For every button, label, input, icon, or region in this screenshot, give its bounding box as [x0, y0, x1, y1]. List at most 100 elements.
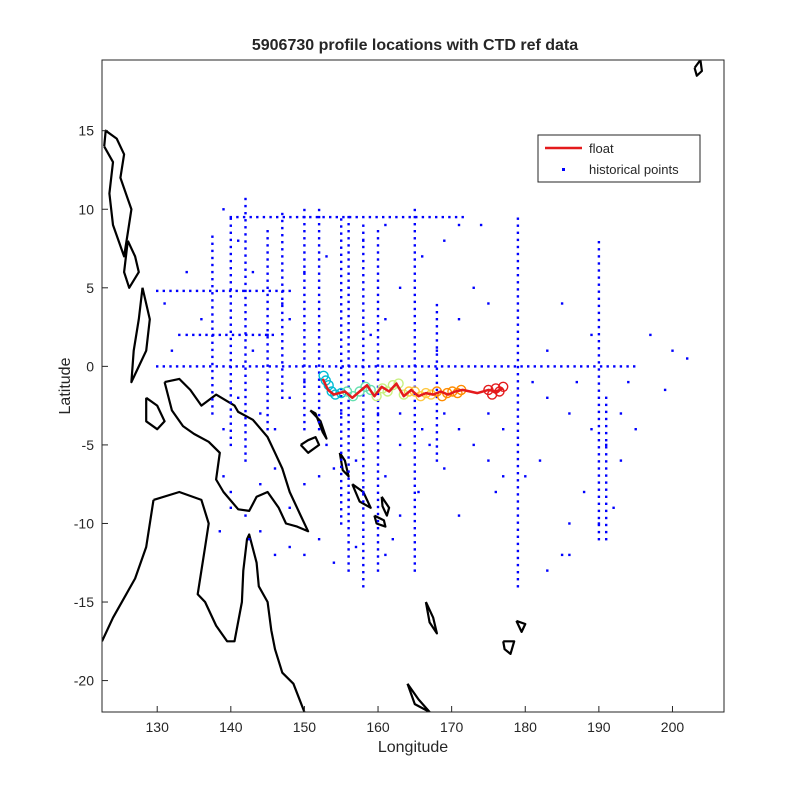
historical-point — [340, 430, 343, 433]
historical-point — [531, 380, 534, 384]
historical-point — [634, 428, 637, 431]
historical-point — [435, 332, 439, 335]
historical-point — [516, 500, 520, 503]
historical-point — [605, 467, 608, 470]
historical-point — [347, 279, 350, 282]
historical-point — [317, 538, 321, 541]
legend-historical-swatch — [562, 168, 565, 171]
historical-point — [303, 399, 306, 403]
historical-point — [597, 488, 601, 491]
historical-point — [303, 350, 306, 353]
historical-point — [597, 389, 601, 392]
historical-point — [317, 392, 321, 396]
historical-point — [516, 514, 520, 517]
historical-point — [281, 241, 284, 244]
historical-point — [376, 230, 380, 233]
historical-point — [413, 569, 416, 572]
historical-point — [340, 451, 343, 454]
historical-point — [175, 365, 179, 368]
historical-point — [487, 365, 490, 368]
historical-point — [597, 241, 601, 244]
historical-point — [413, 265, 416, 268]
coastline — [309, 409, 328, 440]
historical-point — [340, 458, 343, 461]
historical-point — [229, 245, 232, 249]
legend: float historical points — [537, 134, 701, 183]
historical-point — [376, 442, 380, 445]
historical-point — [229, 288, 232, 291]
historical-point — [218, 530, 221, 533]
y-tick-label: 0 — [86, 358, 94, 374]
historical-point — [516, 267, 520, 270]
coastline — [693, 60, 704, 77]
historical-point — [317, 272, 321, 275]
historical-point — [413, 329, 416, 332]
historical-point — [362, 215, 365, 219]
historical-point — [266, 286, 269, 289]
historical-point — [281, 304, 284, 308]
historical-point — [362, 351, 365, 355]
historical-point — [493, 365, 497, 368]
historical-point — [303, 428, 306, 431]
historical-point — [244, 424, 247, 427]
historical-point — [212, 333, 215, 337]
historical-point — [605, 502, 608, 505]
historical-point — [317, 244, 321, 247]
historical-point — [560, 302, 564, 305]
historical-point — [340, 380, 343, 384]
historical-point — [443, 239, 446, 242]
historical-point — [516, 429, 520, 432]
historical-point — [605, 424, 608, 428]
historical-point — [435, 311, 439, 314]
historical-point — [597, 368, 601, 371]
historical-point — [303, 483, 306, 486]
historical-point — [266, 244, 269, 247]
historical-point — [619, 412, 623, 415]
historical-point — [303, 307, 306, 311]
historical-point — [362, 450, 365, 454]
historical-point — [211, 249, 214, 253]
historical-point — [538, 459, 542, 462]
historical-point — [516, 252, 520, 256]
historical-point — [413, 519, 416, 523]
historical-point — [266, 428, 269, 431]
historical-point — [516, 479, 520, 482]
historical-point — [435, 360, 439, 363]
historical-point — [516, 281, 520, 284]
historical-point — [597, 453, 601, 456]
historical-point — [597, 467, 601, 470]
historical-point — [266, 333, 269, 337]
historical-point — [597, 439, 601, 442]
historical-point — [202, 365, 205, 368]
historical-point — [189, 365, 192, 368]
historical-point — [487, 412, 490, 415]
historical-point — [317, 258, 321, 261]
historical-point — [421, 365, 424, 368]
historical-point — [262, 215, 266, 219]
historical-point — [376, 300, 380, 304]
historical-point — [597, 262, 601, 265]
historical-point — [251, 349, 255, 352]
historical-point — [209, 289, 212, 293]
historical-point — [303, 300, 306, 304]
historical-point — [244, 254, 247, 257]
historical-point — [340, 409, 343, 412]
axes-box — [101, 59, 725, 713]
historical-point — [597, 361, 601, 364]
historical-point — [340, 289, 343, 292]
historical-point — [211, 362, 214, 366]
historical-point — [457, 223, 461, 227]
historical-point — [516, 472, 520, 475]
historical-point — [303, 314, 306, 318]
historical-point — [597, 410, 601, 414]
historical-point — [413, 279, 416, 282]
historical-point — [303, 378, 306, 381]
historical-point — [347, 477, 350, 480]
historical-point — [413, 463, 416, 466]
historical-point — [244, 311, 247, 314]
historical-point — [516, 436, 520, 439]
historical-point — [340, 260, 343, 264]
historical-point — [266, 258, 269, 261]
historical-point — [170, 349, 174, 352]
